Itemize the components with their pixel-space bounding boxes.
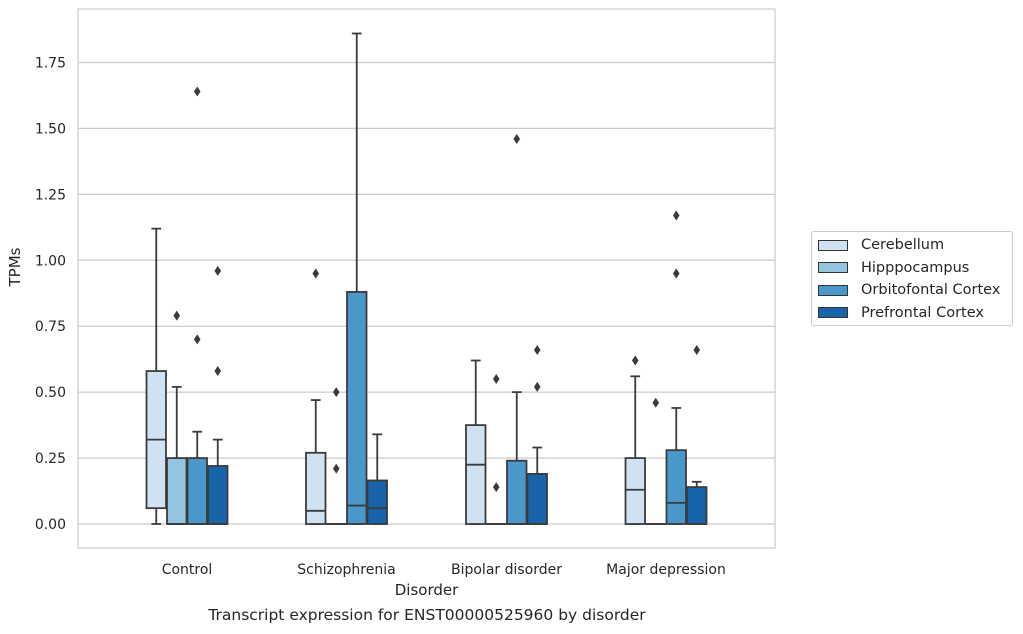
y-tick-labels: 0.00 0.25 0.50 0.75 1.00 1.25 1.50 1.75 (35, 56, 66, 534)
legend-item: Prefrontal Cortex (818, 303, 984, 323)
box-body (465, 424, 487, 525)
outlier-point (631, 355, 639, 366)
x-tick-label: Bipolar disorder (451, 562, 562, 578)
box-body (686, 486, 708, 525)
legend-swatch (818, 307, 848, 318)
outlier-point (533, 381, 541, 392)
box-orbitofontal-cortex (346, 32, 368, 525)
legend-label: Orbitofontal Cortex (861, 282, 1001, 298)
outlier-point (652, 397, 660, 408)
outlier-point (214, 366, 222, 377)
box-prefrontal-cortex (366, 433, 388, 525)
outlier-point (672, 210, 680, 221)
box-body (207, 465, 229, 525)
box-cerebellum (305, 268, 327, 525)
outlier-point (214, 265, 222, 276)
outlier-point (332, 463, 340, 474)
outlier-point (693, 344, 701, 355)
legend-item: Hipppocampus (818, 258, 969, 278)
box-body (166, 457, 188, 525)
y-tick-label: 1.00 (35, 253, 66, 269)
y-tick-label: 0.00 (35, 517, 66, 533)
x-tick-label: Schizophrenia (297, 562, 395, 578)
box-prefrontal-cortex (526, 344, 548, 525)
outlier-point (492, 482, 500, 493)
x-tick-label: Major depression (606, 562, 726, 578)
legend-label: Hipppocampus (861, 259, 970, 276)
x-axis-label: Disorder (395, 581, 459, 599)
y-tick-label: 0.50 (35, 385, 66, 401)
outlier-point (312, 268, 320, 279)
legend-swatch (818, 239, 848, 251)
box-groups (145, 32, 708, 525)
legend-item: Orbitofontal Cortex (818, 280, 1000, 300)
legend-label: Prefrontal Cortex (861, 304, 984, 321)
plot-frame (77, 8, 776, 549)
box-orbitofontal-cortex (506, 133, 528, 525)
box-body (305, 451, 327, 525)
box-prefrontal-cortex (207, 265, 229, 525)
box-cerebellum (624, 355, 646, 525)
outlier-point (173, 310, 181, 321)
legend-label: Cerebellum (861, 237, 945, 253)
box-body (366, 479, 388, 525)
box-hipppocampus (166, 310, 188, 525)
box-hipppocampus (485, 373, 507, 525)
outlier-point (533, 344, 541, 355)
y-tick-label: 1.75 (35, 56, 66, 72)
legend-swatch (818, 284, 848, 296)
y-tick-label: 1.25 (35, 187, 66, 203)
legend: Cerebellum Hipppocampus Orbitofontal Corte… (811, 231, 1013, 326)
box-cerebellum (465, 359, 487, 525)
y-tick-label: 0.25 (35, 451, 66, 467)
legend-item: Cerebellum (818, 235, 944, 255)
box-hipppocampus (645, 397, 667, 525)
x-tick-label: Control (162, 562, 213, 578)
box-body (624, 457, 646, 525)
box-orbitofontal-cortex (665, 210, 687, 525)
box-cerebellum (145, 227, 167, 525)
y-axis-label: TPMs (6, 247, 24, 287)
box-hipppocampus (325, 387, 347, 525)
box-body (506, 459, 528, 525)
y-tick-label: 0.75 (35, 319, 66, 335)
box-prefrontal-cortex (686, 344, 708, 525)
outlier-point (513, 133, 521, 144)
box-body (526, 472, 548, 525)
y-tick-label: 1.50 (35, 121, 66, 137)
box-orbitofontal-cortex (186, 86, 208, 525)
x-tick-labels: Control Schizophrenia Bipolar disorder Majo… (162, 562, 726, 578)
outlier-point (332, 387, 340, 398)
chart-caption: Transcript expression for ENST0000052596… (208, 606, 646, 624)
box-body (346, 291, 368, 525)
outlier-point (672, 268, 680, 279)
outlier-point (193, 86, 201, 97)
outlier-point (492, 373, 500, 384)
legend-swatch (818, 262, 848, 273)
outlier-point (193, 334, 201, 345)
box-body (665, 449, 687, 525)
box-body (186, 457, 208, 525)
